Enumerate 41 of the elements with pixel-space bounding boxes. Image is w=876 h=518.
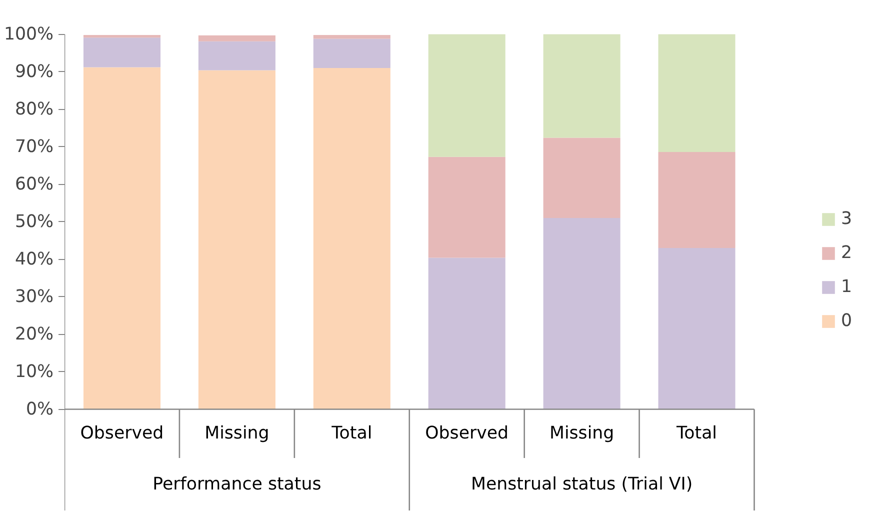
bar [83,38,160,68]
x-tick-label: Total [330,424,372,444]
bar [543,138,620,218]
bar [543,218,620,410]
x-tick-label: Observed [80,424,164,444]
bar [313,68,390,410]
bar [658,152,736,248]
bar [198,70,276,410]
x-tick-label: Missing [550,424,614,444]
y-tick-label: 60% [14,174,54,194]
legend-label: 1 [841,277,854,297]
y-tick-label: 30% [14,286,54,307]
y-tick-label: 40% [14,249,54,270]
legend-label: 0 [841,311,854,331]
legend-label: 2 [841,243,854,263]
bar [658,34,736,152]
bar [198,41,276,70]
bar [428,34,506,157]
bar [543,34,620,138]
bar [658,248,736,410]
bar [313,38,390,68]
x-tick-label: Observed [425,424,509,444]
x-tick-label: Missing [204,424,270,444]
bar [313,35,390,39]
bar [83,35,160,38]
y-tick-label: 20% [14,324,54,344]
x-tick-label: Total [676,424,717,444]
y-tick-label: 80% [14,99,54,120]
bar [428,258,506,410]
y-tick-label: 50% [14,212,54,232]
bar [428,156,506,258]
text: Menstrual status (Trial VI) [471,474,693,494]
legend-label: 3 [841,209,854,229]
y-tick-label: 70% [14,136,54,157]
y-tick-label: 90% [14,62,54,82]
bar [198,35,276,42]
bar [83,67,160,410]
y-tick-label: 10% [14,362,54,382]
y-tick-label: 100% [4,24,54,44]
text: Performance status [152,474,322,494]
y-tick-label: 0% [26,399,54,420]
